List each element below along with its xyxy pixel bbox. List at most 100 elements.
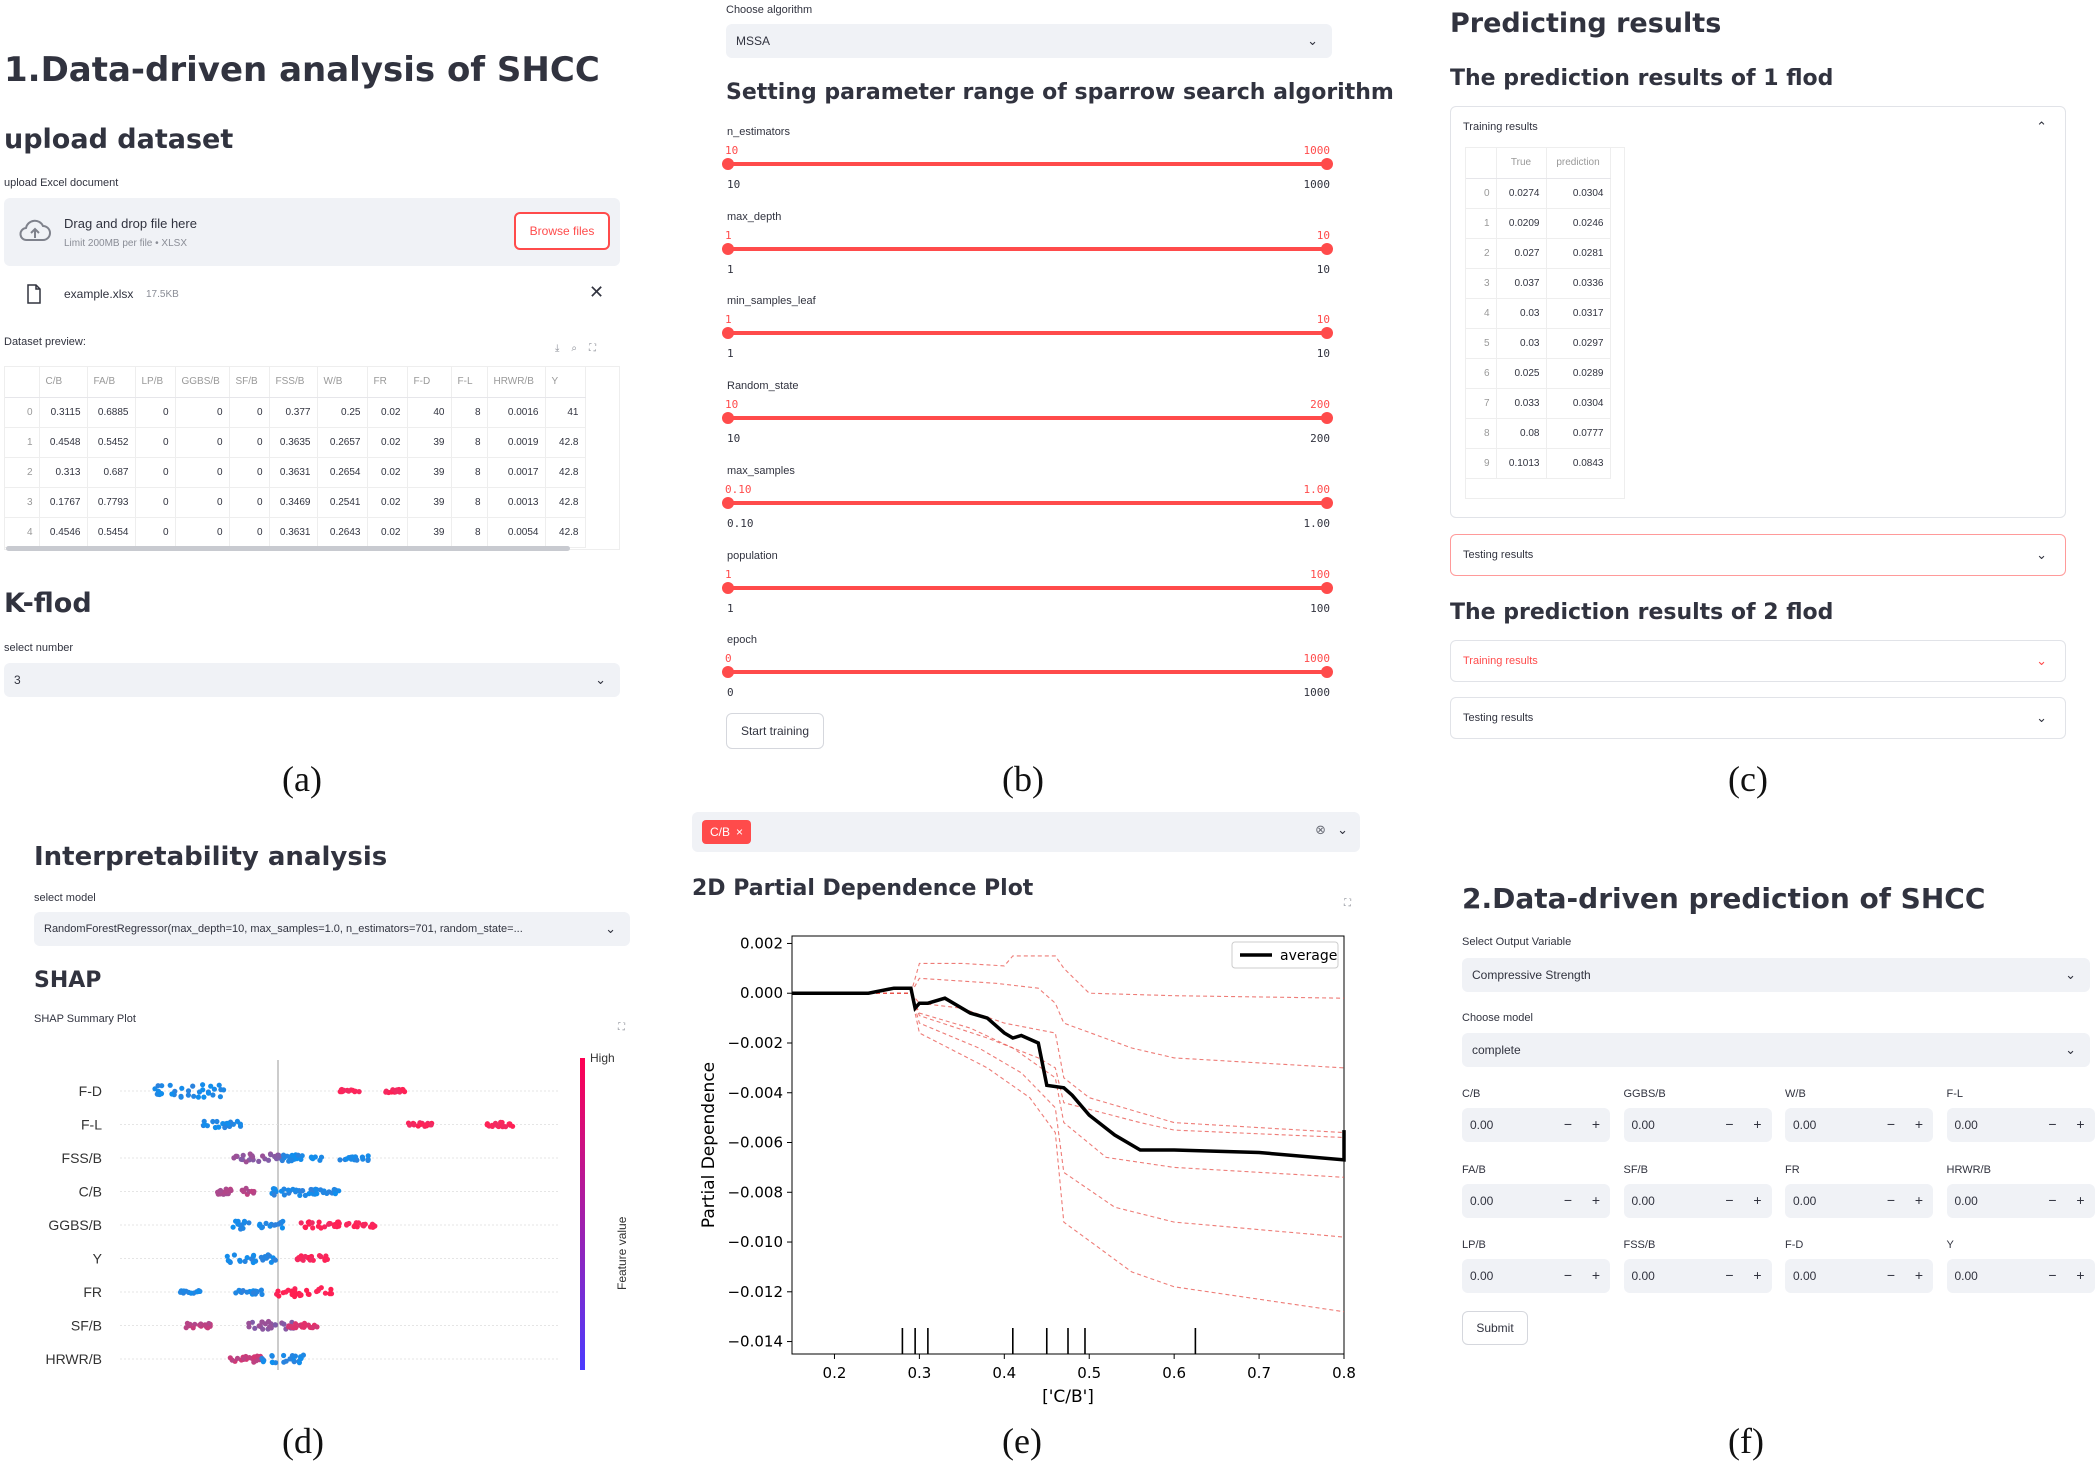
start-training-button[interactable]: Start training (726, 713, 824, 749)
fullscreen-icon[interactable]: ⛶ (1344, 898, 1351, 909)
table-header-cell[interactable]: prediction (1546, 148, 1611, 179)
number-input-value[interactable]: 0.00 (1470, 1269, 1494, 1283)
plus-icon[interactable]: + (1914, 1116, 1923, 1132)
download-icon[interactable]: ⤓ (555, 343, 560, 354)
algorithm-select[interactable]: MSSA ⌄ (726, 24, 1332, 58)
number-input-sfb[interactable]: 0.00 − + (1623, 1183, 1772, 1218)
number-input-fssb[interactable]: 0.00 − + (1623, 1259, 1772, 1293)
minus-icon[interactable]: − (1886, 1267, 1895, 1283)
number-input-value[interactable]: 0.00 (1793, 1269, 1817, 1283)
plus-icon[interactable]: + (1753, 1116, 1762, 1132)
table-header-cell[interactable]: F-D (407, 367, 452, 398)
number-input-cb[interactable]: 0.00 − + (1462, 1108, 1610, 1142)
number-input-fr[interactable]: 0.00 − + (1785, 1183, 1933, 1218)
choose-model-select[interactable]: complete ⌄ (1462, 1033, 2090, 1067)
minus-icon[interactable]: − (1886, 1116, 1895, 1132)
number-input-value[interactable]: 0.00 (1793, 1118, 1817, 1132)
slider-max-samples[interactable]: max_samples 0.10 1.00 0.10 1.00 (722, 465, 1333, 535)
submit-button[interactable]: Submit (1462, 1311, 1528, 1345)
minus-icon[interactable]: − (2048, 1267, 2057, 1283)
slider-track[interactable] (727, 585, 1328, 590)
slider-random-state[interactable]: Random_state 10 200 10 200 (722, 380, 1333, 450)
number-input-value[interactable]: 0.00 (1954, 1269, 1978, 1283)
table-header-cell[interactable]: W/B (317, 367, 368, 398)
slider-track[interactable] (727, 416, 1328, 421)
plus-icon[interactable]: + (1753, 1191, 1762, 1208)
slider-max-handle[interactable] (1321, 158, 1333, 170)
kflod-select[interactable]: 3 ⌄ (4, 663, 620, 697)
fold2-testing-expander[interactable]: Testing results ⌄ (1450, 697, 2066, 739)
table-header-cell[interactable]: SF/B (229, 367, 270, 398)
table-header-cell[interactable]: HRWR/B (487, 367, 546, 398)
plus-icon[interactable]: + (1591, 1191, 1600, 1208)
slider-min-handle[interactable] (722, 581, 734, 594)
minus-icon[interactable]: − (1563, 1191, 1572, 1208)
table-header-cell[interactable] (1466, 148, 1497, 179)
minus-icon[interactable]: − (1563, 1267, 1572, 1283)
minus-icon[interactable]: − (2048, 1116, 2057, 1132)
slider-min-handle[interactable] (722, 496, 734, 509)
feature-tag[interactable]: C/B × (702, 820, 752, 844)
plus-icon[interactable]: + (1753, 1267, 1762, 1283)
table-header-cell[interactable]: C/B (39, 367, 88, 398)
number-input-value[interactable]: 0.00 (1954, 1118, 1978, 1132)
number-input-value[interactable]: 0.00 (1954, 1193, 1978, 1208)
slider-epoch[interactable]: epoch 0 1000 0 1000 (722, 634, 1333, 704)
minus-icon[interactable]: − (1725, 1116, 1734, 1132)
slider-min-samples-leaf[interactable]: min_samples_leaf 1 10 1 10 (722, 295, 1333, 365)
slider-min-handle[interactable] (722, 412, 734, 425)
number-input-value[interactable]: 0.00 (1470, 1193, 1494, 1208)
number-input-lpb[interactable]: 0.00 − + (1462, 1259, 1610, 1293)
browse-files-button[interactable]: Browse files (514, 212, 610, 250)
slider-max-handle[interactable] (1321, 496, 1333, 509)
output-variable-select[interactable]: Compressive Strength ⌄ (1462, 958, 2090, 992)
slider-max-depth[interactable]: max_depth 1 10 1 10 (722, 211, 1333, 281)
number-input-value[interactable]: 0.00 (1631, 1118, 1655, 1132)
number-input-wb[interactable]: 0.00 − + (1785, 1108, 1933, 1142)
number-input-hrwrb[interactable]: 0.00 − + (1946, 1183, 2095, 1218)
slider-max-handle[interactable] (1321, 327, 1333, 340)
plus-icon[interactable]: + (1591, 1267, 1600, 1283)
slider-n-estimators[interactable]: n_estimators 10 1000 10 1000 (722, 126, 1333, 196)
number-input-value[interactable]: 0.00 (1470, 1118, 1494, 1132)
table-header-cell[interactable]: Y (545, 367, 586, 398)
fold1-training-expander[interactable]: Training results ⌃ True prediction 0 0.0274… (1450, 106, 2066, 518)
number-input-value[interactable]: 0.00 (1631, 1269, 1655, 1283)
number-input-value[interactable]: 0.00 (1631, 1193, 1655, 1208)
minus-icon[interactable]: − (1563, 1116, 1572, 1132)
feature-multiselect[interactable]: C/B × ⊗ ⌄ (692, 812, 1360, 852)
slider-min-handle[interactable] (722, 158, 734, 170)
table-header-cell[interactable]: LP/B (135, 367, 176, 398)
minus-icon[interactable]: − (2048, 1191, 2057, 1208)
minus-icon[interactable]: − (1725, 1267, 1734, 1283)
table-header-cell[interactable] (5, 367, 40, 398)
slider-track[interactable] (727, 670, 1328, 675)
table-header-cell[interactable]: FA/B (87, 367, 136, 398)
slider-max-handle[interactable] (1321, 412, 1333, 425)
slider-track[interactable] (727, 162, 1328, 166)
plus-icon[interactable]: + (1914, 1267, 1923, 1283)
slider-min-handle[interactable] (722, 242, 734, 255)
table-header-cell[interactable]: F-L (451, 367, 488, 398)
search-icon[interactable]: ⌕ (571, 343, 578, 354)
fullscreen-icon[interactable]: ⛶ (589, 343, 597, 354)
number-input-y[interactable]: 0.00 − + (1946, 1259, 2095, 1293)
remove-file-close-icon[interactable]: ✕ (589, 282, 605, 302)
plus-icon[interactable]: + (2076, 1191, 2085, 1208)
slider-population[interactable]: population 1 100 1 100 (722, 550, 1333, 620)
fold1-testing-expander[interactable]: Testing results ⌄ (1450, 534, 2066, 576)
number-input-fl[interactable]: 0.00 − + (1946, 1108, 2095, 1142)
slider-min-handle[interactable] (722, 666, 734, 679)
fullscreen-icon[interactable]: ⛶ (618, 1022, 625, 1033)
number-input-value[interactable]: 0.00 (1793, 1193, 1817, 1208)
clear-all-icon[interactable]: ⊗ (1315, 822, 1326, 837)
fold2-training-expander[interactable]: Training results ⌄ (1450, 640, 2066, 682)
minus-icon[interactable]: − (1886, 1191, 1895, 1208)
slider-min-handle[interactable] (722, 327, 734, 340)
table-header-cell[interactable]: FR (367, 367, 408, 398)
plus-icon[interactable]: + (1914, 1191, 1923, 1208)
slider-track[interactable] (727, 500, 1328, 505)
slider-max-handle[interactable] (1321, 242, 1333, 255)
plus-icon[interactable]: + (2076, 1267, 2085, 1283)
number-input-fab[interactable]: 0.00 − + (1462, 1183, 1610, 1218)
